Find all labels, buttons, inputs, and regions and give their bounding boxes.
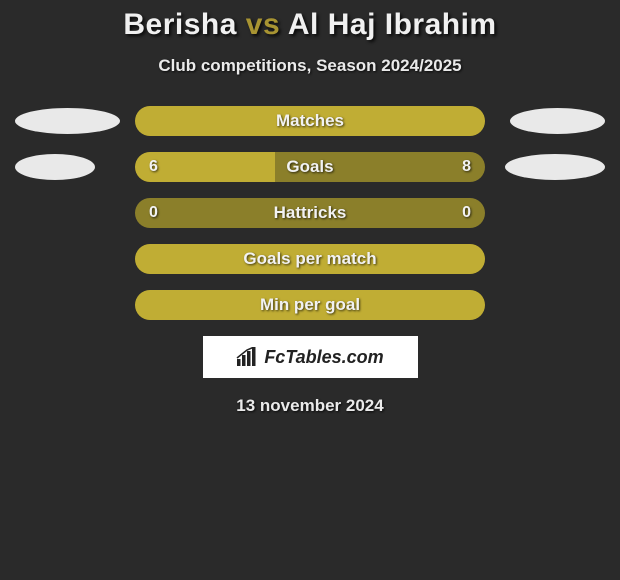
stat-row: Goals6 8 [0, 152, 620, 182]
stat-label: Matches [135, 111, 485, 131]
stat-row: Min per goal [0, 290, 620, 320]
stat-right-value: 8 [462, 158, 471, 176]
stat-row: Matches [0, 106, 620, 136]
subtitle: Club competitions, Season 2024/2025 [0, 56, 620, 76]
left-slot [15, 292, 135, 318]
stat-row: Hattricks0 0 [0, 198, 620, 228]
brand-box: FcTables.com [203, 336, 418, 378]
stat-right-value: 0 [462, 204, 471, 222]
stat-rows: Matches Goals6 8 Hattricks0 0 Goals per match… [0, 106, 620, 320]
chart-icon [236, 347, 258, 367]
left-slot [15, 200, 135, 226]
stat-left-value: 6 [149, 158, 158, 176]
left-slot [15, 108, 135, 134]
stat-label: Goals [135, 157, 485, 177]
comparison-infographic: Berisha vs Al Haj Ibrahim Club competiti… [0, 0, 620, 416]
right-ellipse [510, 108, 605, 134]
right-slot [485, 246, 605, 272]
left-ellipse [15, 108, 120, 134]
stat-label: Hattricks [135, 203, 485, 223]
right-slot [485, 108, 605, 134]
vs-text: vs [246, 8, 280, 41]
right-slot [485, 292, 605, 318]
stat-row: Goals per match [0, 244, 620, 274]
page-title: Berisha vs Al Haj Ibrahim [0, 8, 620, 42]
left-slot [15, 246, 135, 272]
stat-bar: Matches [135, 106, 485, 136]
brand-text: FcTables.com [264, 347, 383, 368]
stat-label: Goals per match [135, 249, 485, 269]
left-ellipse [15, 154, 95, 180]
stat-label: Min per goal [135, 295, 485, 315]
player1-name: Berisha [123, 8, 237, 41]
right-slot [485, 200, 605, 226]
stat-bar: Hattricks0 0 [135, 198, 485, 228]
stat-left-value: 0 [149, 204, 158, 222]
right-ellipse [505, 154, 605, 180]
left-slot [15, 154, 135, 180]
stat-bar: Goals per match [135, 244, 485, 274]
player2-name: Al Haj Ibrahim [288, 8, 497, 41]
date-text: 13 november 2024 [0, 396, 620, 416]
right-slot [485, 154, 605, 180]
stat-bar: Min per goal [135, 290, 485, 320]
stat-bar: Goals6 8 [135, 152, 485, 182]
